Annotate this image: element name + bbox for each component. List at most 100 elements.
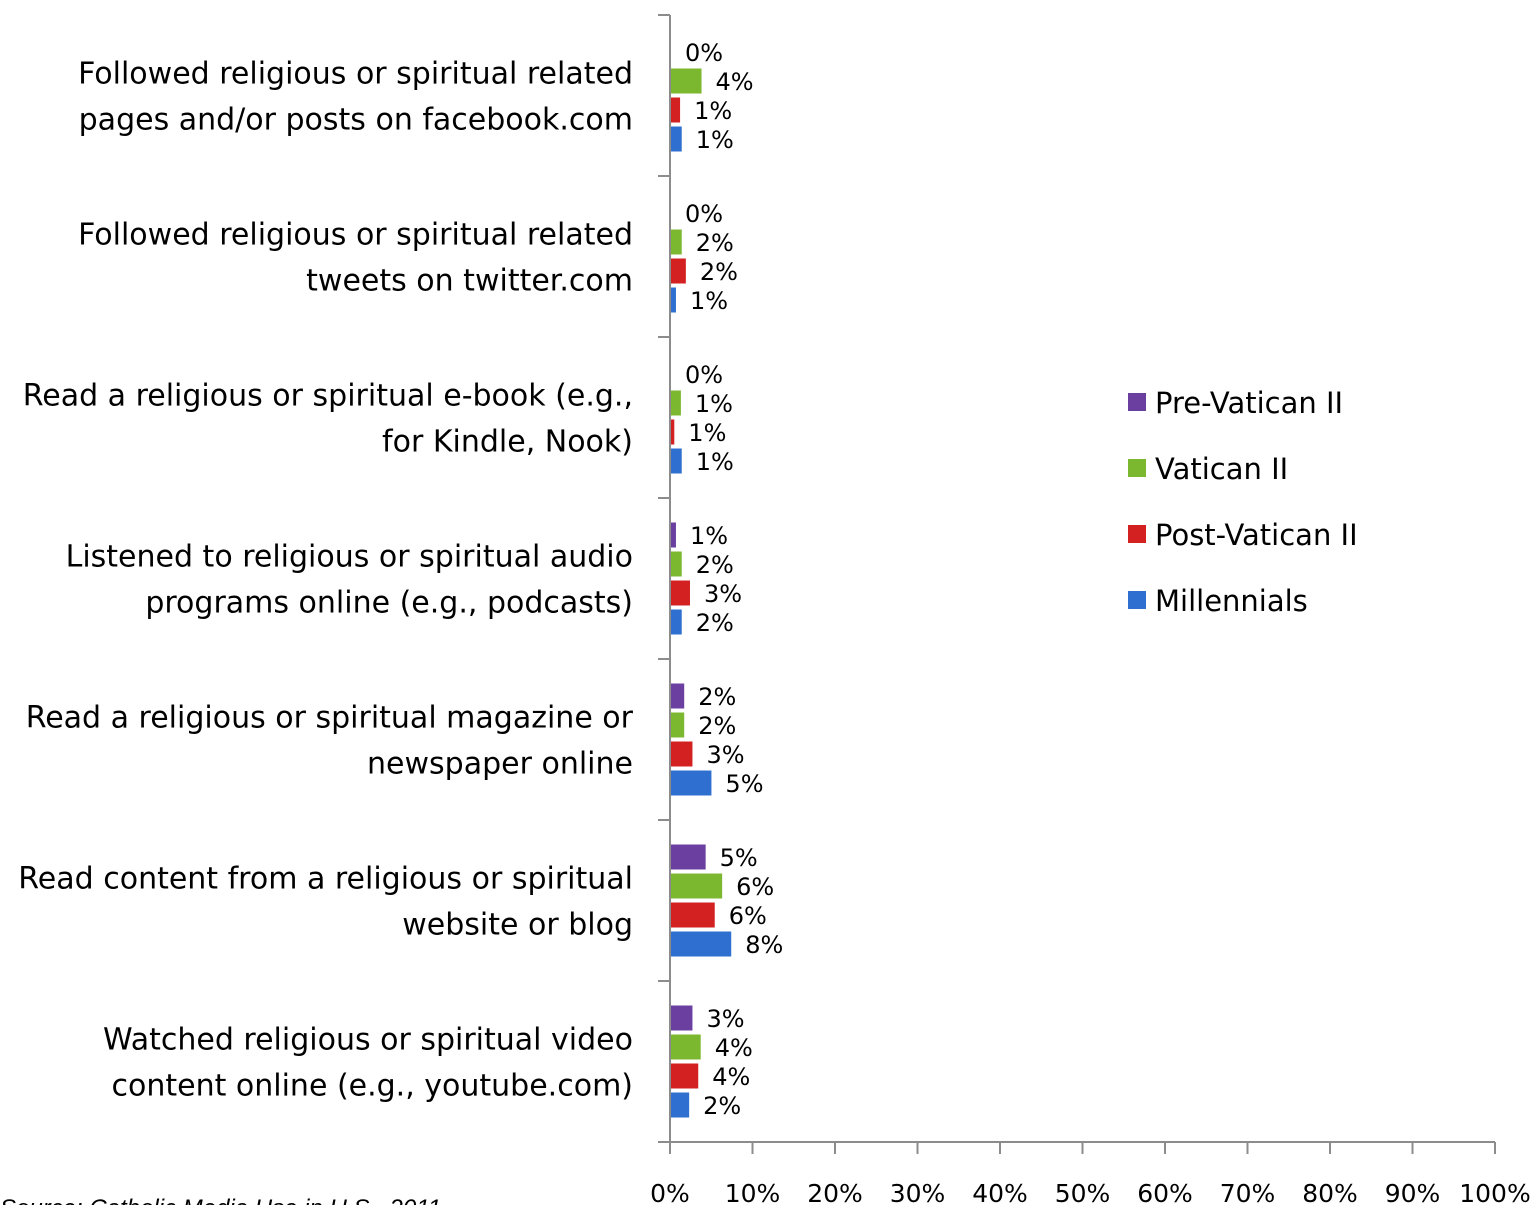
category-label: Read content from a religious or spiritu…	[18, 862, 633, 943]
category-label-line: tweets on twitter.com	[306, 264, 633, 299]
x-tick-label: 50%	[1055, 1179, 1111, 1205]
category-label-line: pages and/or posts on facebook.com	[79, 103, 633, 138]
legend-label-millennials: Millennials	[1155, 584, 1308, 618]
category-label-line: Followed religious or spiritual related	[78, 57, 633, 92]
bar-millennials	[671, 770, 712, 796]
data-label-post-vatican-ii: 3%	[706, 741, 744, 769]
data-label-post-vatican-ii: 1%	[688, 419, 726, 447]
bar-post-vatican-ii	[671, 902, 715, 928]
bar-pre-vatican-ii	[671, 1005, 693, 1031]
x-tick-label: 80%	[1302, 1179, 1358, 1205]
data-label-vatican-ii: 6%	[736, 873, 774, 901]
bar-post-vatican-ii	[671, 419, 675, 445]
x-tick-label: 30%	[890, 1179, 946, 1205]
data-label-vatican-ii: 4%	[715, 1034, 753, 1062]
data-label-millennials: 1%	[696, 448, 734, 476]
data-label-post-vatican-ii: 1%	[694, 97, 732, 125]
bar-vatican-ii	[671, 229, 682, 255]
data-label-pre-vatican-ii: 5%	[720, 844, 758, 872]
bars	[671, 68, 732, 1118]
data-label-post-vatican-ii: 3%	[704, 580, 742, 608]
x-tick-label: 100%	[1459, 1179, 1530, 1205]
category-label: Watched religious or spiritual video cont…	[103, 1023, 633, 1104]
category-labels: Followed religious or spiritual related p…	[18, 57, 633, 1104]
bar-pre-vatican-ii	[671, 683, 685, 709]
bar-post-vatican-ii	[671, 1063, 699, 1089]
bar-millennials	[671, 1092, 690, 1118]
data-label-vatican-ii: 1%	[695, 390, 733, 418]
category-label-line: Followed religious or spiritual related	[78, 218, 633, 253]
x-tick-label: 70%	[1220, 1179, 1276, 1205]
category-label: Read a religious or spiritual e-book (e.…	[23, 379, 633, 460]
data-label-post-vatican-ii: 4%	[712, 1063, 750, 1091]
data-label-millennials: 1%	[696, 126, 734, 154]
bar-vatican-ii	[671, 551, 682, 577]
legend-swatch-vatican-ii	[1128, 459, 1146, 477]
category-label: Followed religious or spiritual related t…	[78, 218, 633, 299]
category-label-line: Listened to religious or spiritual audio	[66, 540, 633, 575]
legend-swatch-millennials	[1128, 591, 1146, 609]
data-label-millennials: 5%	[725, 770, 763, 798]
x-tick-label: 60%	[1137, 1179, 1193, 1205]
legend-swatch-post-vatican-ii	[1128, 525, 1146, 543]
legend-label-post-vatican-ii: Post-Vatican II	[1155, 518, 1358, 552]
bar-vatican-ii	[671, 390, 681, 416]
bar-pre-vatican-ii	[671, 522, 676, 548]
category-label-line: newspaper online	[367, 747, 633, 782]
data-label-millennials: 2%	[696, 609, 734, 637]
x-tick-label: 10%	[725, 1179, 781, 1205]
legend-label-vatican-ii: Vatican II	[1155, 452, 1288, 486]
data-label-pre-vatican-ii: 1%	[690, 522, 728, 550]
data-label-millennials: 2%	[703, 1092, 741, 1120]
bar-vatican-ii	[671, 1034, 701, 1060]
data-label-vatican-ii: 2%	[696, 229, 734, 257]
category-label-line: Read a religious or spiritual e-book (e.…	[23, 379, 633, 414]
bar-post-vatican-ii	[671, 741, 693, 767]
data-label-pre-vatican-ii: 3%	[706, 1005, 744, 1033]
x-tick-label: 20%	[807, 1179, 863, 1205]
bar-post-vatican-ii	[671, 580, 690, 606]
category-label-line: Watched religious or spiritual video	[103, 1023, 633, 1058]
category-label-line: Read content from a religious or spiritu…	[18, 862, 633, 897]
data-labels: 0%4%1%1%0%2%2%1%0%1%1%1%1%2%3%2%2%2%3%5%…	[685, 39, 783, 1120]
category-label-line: for Kindle, Nook)	[382, 425, 633, 460]
data-label-vatican-ii: 4%	[716, 68, 754, 96]
data-label-post-vatican-ii: 2%	[700, 258, 738, 286]
bar-millennials	[671, 287, 676, 313]
category-label: Read a religious or spiritual magazine o…	[26, 701, 634, 782]
x-tick-label: 40%	[972, 1179, 1028, 1205]
category-label: Listened to religious or spiritual audio…	[66, 540, 633, 621]
data-label-post-vatican-ii: 6%	[729, 902, 767, 930]
bar-millennials	[671, 931, 732, 957]
data-label-millennials: 1%	[690, 287, 728, 315]
source-note: Source: Catholic Media Use in U.S., 2011	[0, 1195, 441, 1205]
category-label-line: Read a religious or spiritual magazine o…	[26, 701, 634, 736]
bar-post-vatican-ii	[671, 258, 686, 284]
bar-vatican-ii	[671, 712, 685, 738]
data-label-pre-vatican-ii: 0%	[685, 200, 723, 228]
bar-millennials	[671, 448, 682, 474]
data-label-pre-vatican-ii: 0%	[685, 39, 723, 67]
bar-millennials	[671, 126, 682, 152]
x-tick-labels: 0% 10% 20% 30% 40% 50% 60% 70% 80% 90% 100%	[650, 1179, 1531, 1205]
legend: Pre-Vatican II Vatican II Post-Vatican II M…	[1128, 386, 1358, 618]
bar-pre-vatican-ii	[671, 844, 706, 870]
data-label-vatican-ii: 2%	[698, 712, 736, 740]
bar-post-vatican-ii	[671, 97, 681, 123]
data-label-millennials: 8%	[745, 931, 783, 959]
data-label-pre-vatican-ii: 0%	[685, 361, 723, 389]
bar-millennials	[671, 609, 682, 635]
x-tick-label: 90%	[1385, 1179, 1441, 1205]
bar-vatican-ii	[671, 68, 702, 94]
x-tick-label: 0%	[650, 1179, 690, 1205]
legend-label-pre-vatican-ii: Pre-Vatican II	[1155, 386, 1343, 420]
data-label-vatican-ii: 2%	[696, 551, 734, 579]
bar-vatican-ii	[671, 873, 723, 899]
category-label-line: programs online (e.g., podcasts)	[145, 586, 633, 621]
category-label-line: website or blog	[402, 908, 633, 943]
category-label-line: content online (e.g., youtube.com)	[112, 1069, 634, 1104]
category-label: Followed religious or spiritual related p…	[78, 57, 633, 138]
axes	[658, 14, 1496, 1154]
legend-swatch-pre-vatican-ii	[1128, 393, 1146, 411]
